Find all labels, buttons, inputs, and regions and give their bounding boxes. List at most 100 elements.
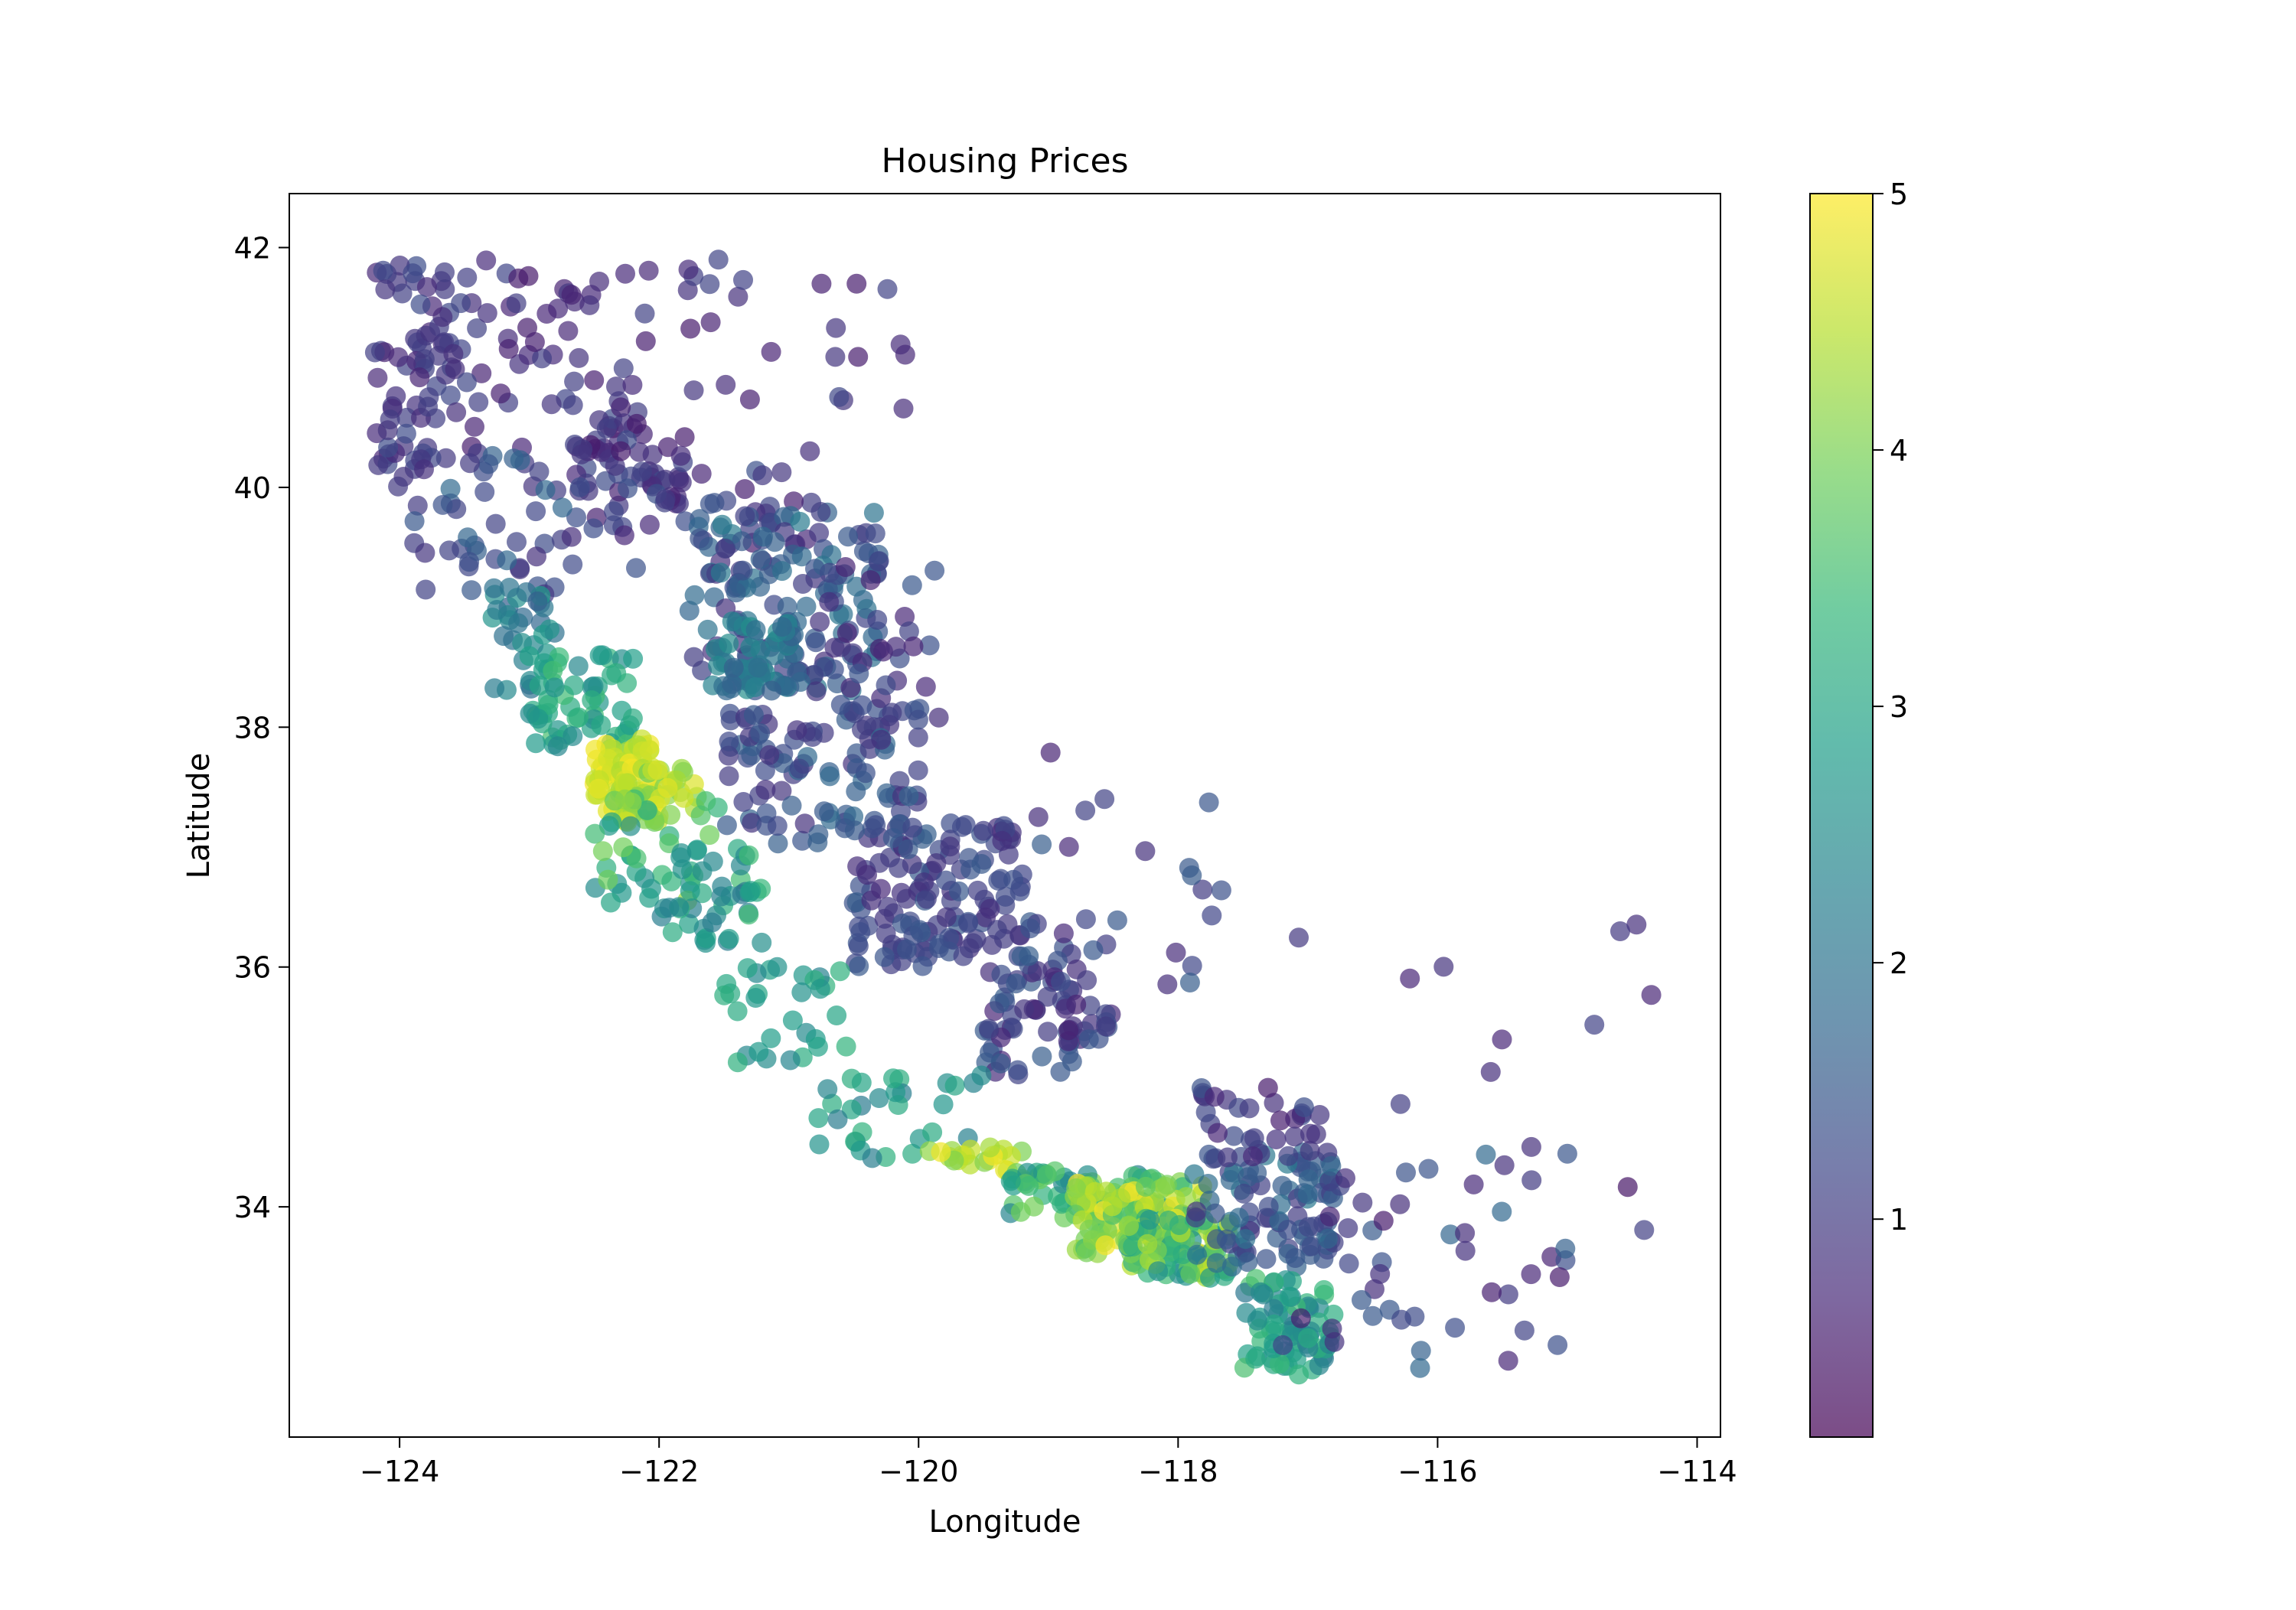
scatter-point	[613, 358, 634, 379]
scatter-point	[902, 1143, 923, 1164]
scatter-point	[1445, 1318, 1466, 1338]
scatter-point	[655, 469, 676, 490]
plot-frame	[289, 193, 1721, 1438]
scatter-point	[743, 705, 764, 725]
scatter-point	[1555, 1238, 1576, 1259]
scatter-point	[635, 331, 656, 351]
scatter-point	[604, 501, 624, 522]
scatter-point	[1014, 999, 1035, 1019]
scatter-point	[809, 1134, 830, 1155]
scatter-point	[1284, 1126, 1305, 1147]
scatter-point	[647, 760, 668, 781]
scatter-point	[564, 675, 585, 696]
scatter-point	[1480, 1061, 1501, 1082]
scatter-point	[1266, 1129, 1287, 1149]
scatter-point	[491, 383, 511, 404]
scatter-point	[1205, 1203, 1225, 1224]
scatter-point	[1455, 1223, 1476, 1243]
scatter-point	[1272, 1175, 1293, 1196]
scatter-point	[1107, 910, 1127, 930]
scatter-point	[1076, 1242, 1097, 1263]
scatter-point	[990, 1053, 1011, 1074]
scatter-point	[762, 680, 782, 701]
scatter-point	[1269, 1354, 1290, 1374]
scatter-point	[774, 507, 794, 527]
scatter-point	[882, 702, 902, 723]
y-tick-label: 36	[234, 951, 271, 985]
scatter-point	[1040, 742, 1061, 763]
scatter-point	[1037, 1165, 1057, 1185]
scatter-point	[409, 367, 430, 388]
x-tick-label: −120	[879, 1455, 958, 1488]
scatter-point	[678, 259, 699, 280]
scatter-point	[1617, 1177, 1638, 1198]
scatter-point	[660, 804, 681, 825]
scatter-point	[902, 575, 922, 595]
scatter-point	[368, 455, 389, 475]
scatter-point	[524, 332, 545, 352]
scatter-point	[1610, 921, 1630, 941]
scatter-point	[931, 1142, 951, 1162]
scatter-point	[755, 761, 775, 781]
scatter-point	[680, 318, 701, 339]
scatter-point	[620, 816, 641, 836]
scatter-point	[739, 882, 760, 903]
scatter-point	[1028, 807, 1049, 827]
scatter-point	[771, 462, 792, 483]
scatter-point	[674, 427, 695, 448]
scatter-point	[435, 448, 456, 468]
scatter-point	[807, 832, 828, 852]
scatter-point	[478, 454, 499, 474]
scatter-point	[759, 745, 780, 765]
scatter-point	[1391, 1309, 1412, 1330]
scatter-point	[777, 596, 797, 617]
scatter-point	[535, 480, 556, 500]
scatter-point	[807, 1036, 828, 1057]
scatter-point	[1095, 1235, 1116, 1256]
scatter-point	[373, 260, 393, 281]
scatter-point	[639, 740, 660, 761]
scatter-point	[980, 898, 1000, 919]
scatter-point	[1150, 1178, 1171, 1199]
scatter-point	[1492, 1201, 1512, 1222]
scatter-point	[611, 397, 631, 418]
scatter-point	[1062, 1051, 1082, 1072]
scatter-point	[863, 503, 884, 523]
scatter-point	[672, 859, 693, 879]
scatter-point	[1166, 942, 1186, 963]
scatter-point	[445, 359, 465, 380]
scatter-point	[1362, 1305, 1383, 1326]
scatter-point	[791, 546, 812, 567]
scatter-point	[418, 396, 439, 417]
scatter-point	[563, 554, 583, 575]
scatter-point	[375, 279, 396, 300]
scatter-point	[1176, 1187, 1196, 1208]
scatter-point	[992, 830, 1013, 851]
scatter-point	[364, 342, 385, 363]
scatter-point	[414, 459, 434, 480]
scatter-point	[443, 344, 464, 364]
scatter-point	[1186, 1201, 1207, 1222]
scatter-point	[465, 416, 484, 437]
scatter-point	[670, 445, 691, 466]
scatter-point	[485, 513, 506, 534]
scatter-point	[639, 514, 660, 535]
scatter-point	[1198, 1174, 1218, 1194]
scatter-point	[719, 928, 739, 949]
scatter-point	[768, 833, 788, 854]
scatter-point	[791, 982, 812, 1002]
x-tick-label: −114	[1657, 1455, 1737, 1488]
x-tick-label: −118	[1138, 1455, 1218, 1488]
scatter-point	[835, 557, 856, 577]
x-tick-label: −122	[619, 1455, 699, 1488]
scatter-point	[596, 419, 617, 438]
scatter-point	[1184, 1164, 1205, 1185]
scatter-point	[622, 375, 643, 395]
scatter-point	[1336, 1168, 1355, 1188]
scatter-point	[748, 1041, 769, 1062]
scatter-point	[416, 277, 437, 298]
scatter-point	[712, 514, 732, 535]
scatter-point	[1440, 1224, 1461, 1245]
scatter-point	[396, 423, 416, 444]
scatter-point	[626, 848, 647, 869]
